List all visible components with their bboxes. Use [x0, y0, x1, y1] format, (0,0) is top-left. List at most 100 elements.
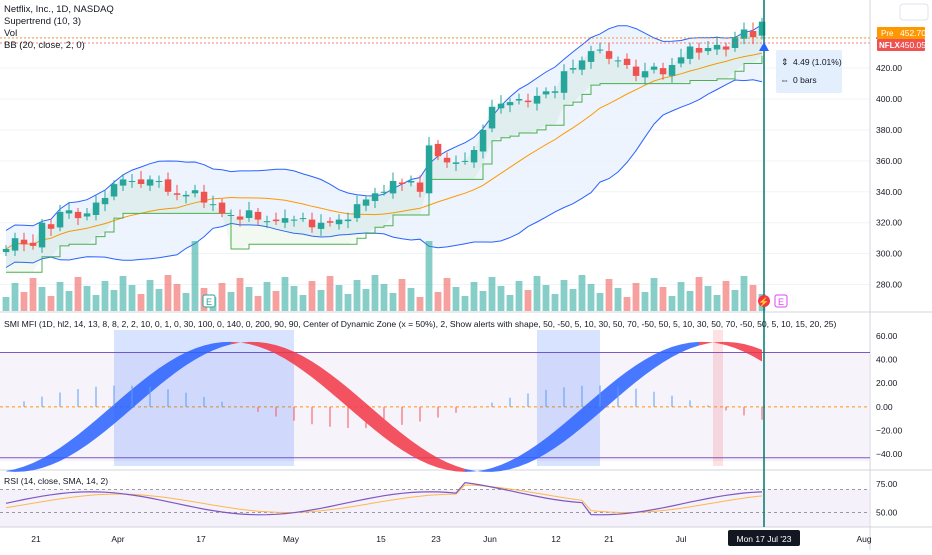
candle-body[interactable]: [578, 60, 586, 70]
candle-body[interactable]: [380, 191, 388, 193]
candle-body[interactable]: [515, 99, 523, 101]
candle-body[interactable]: [20, 239, 28, 245]
earnings-badge-left[interactable]: E: [202, 294, 216, 308]
candle-body[interactable]: [353, 204, 361, 219]
indicator-bollinger[interactable]: BB (20, close, 2, 0): [4, 40, 85, 51]
candle-body[interactable]: [128, 181, 136, 182]
dividend-lightning-icon[interactable]: ⚡: [758, 295, 770, 308]
candle-body[interactable]: [38, 222, 46, 248]
candle-body[interactable]: [182, 194, 190, 197]
candle-body[interactable]: [623, 58, 631, 65]
candle-body[interactable]: [272, 219, 280, 222]
candle-body[interactable]: [677, 57, 685, 64]
candle-body[interactable]: [119, 179, 127, 186]
candle-body[interactable]: [668, 65, 676, 76]
candle-body[interactable]: [317, 222, 325, 229]
candle-body[interactable]: [506, 102, 514, 106]
candle-body[interactable]: [254, 211, 262, 220]
candle-body[interactable]: [695, 48, 703, 53]
price-legend[interactable]: Netflix, Inc., 1D, NASDAQ Supertrend (10…: [4, 4, 114, 51]
candle-body[interactable]: [434, 143, 442, 157]
candle-body[interactable]: [587, 51, 595, 62]
indicator-supertrend[interactable]: Supertrend (10, 3): [4, 16, 81, 27]
time-axis[interactable]: 21 Apr 17 May 15 23 Jun 12 21 Jul Aug: [31, 534, 872, 544]
candle-body[interactable]: [479, 129, 487, 152]
candle-body[interactable]: [155, 181, 163, 182]
price-axis[interactable]: 440.00420.00400.00380.00360.00340.00320.…: [876, 32, 902, 289]
candle-body[interactable]: [308, 219, 316, 228]
candle-body[interactable]: [101, 198, 109, 205]
candle-body[interactable]: [722, 46, 730, 50]
candle-body[interactable]: [659, 68, 667, 75]
candle-body[interactable]: [605, 51, 613, 59]
candle-body[interactable]: [74, 211, 82, 219]
candle-body[interactable]: [560, 71, 568, 93]
candle-body[interactable]: [416, 182, 424, 192]
candle-body[interactable]: [110, 184, 118, 197]
candle-body[interactable]: [236, 216, 244, 220]
candle-body[interactable]: [641, 71, 649, 78]
candle-body[interactable]: [218, 202, 226, 214]
candle-body[interactable]: [398, 182, 406, 185]
candle-body[interactable]: [443, 157, 451, 163]
candle-body[interactable]: [713, 44, 721, 50]
candle-body[interactable]: [299, 218, 307, 220]
measure-tooltip[interactable]: ⇕ 4.49 (1.01%) ⇔ 0 bars: [776, 50, 842, 93]
candle-body[interactable]: [488, 106, 496, 129]
earnings-badge-right[interactable]: E: [774, 294, 788, 308]
candle-body[interactable]: [389, 181, 397, 194]
axis-settings-button[interactable]: [899, 3, 929, 21]
candle-body[interactable]: [596, 49, 604, 51]
candle-body[interactable]: [524, 100, 532, 103]
candle-body[interactable]: [263, 221, 271, 223]
rsi-legend[interactable]: RSI (14, close, SMA, 14, 2): [4, 476, 108, 486]
candle-body[interactable]: [209, 204, 217, 206]
candle-body[interactable]: [542, 91, 550, 95]
candle-body[interactable]: [425, 145, 433, 194]
candle-body[interactable]: [758, 21, 766, 36]
candle-body[interactable]: [731, 37, 739, 48]
rsi-axis[interactable]: 75.00 50.00: [876, 479, 898, 518]
candle-body[interactable]: [335, 219, 343, 225]
candle-body[interactable]: [569, 68, 577, 70]
candle-body[interactable]: [137, 179, 145, 184]
candle-body[interactable]: [164, 179, 172, 192]
candle-body[interactable]: [200, 191, 208, 203]
candle-body[interactable]: [704, 48, 712, 52]
candle-body[interactable]: [191, 190, 199, 194]
candle-body[interactable]: [461, 160, 469, 162]
candle-body[interactable]: [227, 215, 235, 216]
candle-body[interactable]: [173, 193, 181, 195]
candle-body[interactable]: [29, 242, 37, 246]
candle-body[interactable]: [740, 29, 748, 39]
candle-body[interactable]: [56, 211, 64, 228]
candle-body[interactable]: [245, 210, 253, 218]
candlesticks[interactable]: [2, 17, 766, 256]
candle-body[interactable]: [83, 213, 91, 217]
candle-body[interactable]: [281, 218, 289, 223]
candle-body[interactable]: [749, 31, 757, 38]
candle-body[interactable]: [362, 199, 370, 206]
candle-body[interactable]: [614, 60, 622, 62]
candle-body[interactable]: [146, 179, 154, 186]
candle-body[interactable]: [407, 181, 415, 183]
candle-body[interactable]: [65, 210, 73, 214]
mfi-axis[interactable]: 60.00 40.00 20.00 0.00 −20.00 −40.00: [876, 331, 903, 459]
candle-body[interactable]: [551, 91, 559, 93]
candle-body[interactable]: [92, 202, 100, 215]
candle-body[interactable]: [2, 249, 10, 253]
candle-body[interactable]: [11, 238, 19, 251]
indicator-volume[interactable]: Vol: [4, 28, 17, 39]
candle-body[interactable]: [371, 193, 379, 201]
candle-body[interactable]: [533, 95, 541, 104]
candle-body[interactable]: [650, 66, 658, 70]
candle-body[interactable]: [290, 219, 298, 221]
candle-body[interactable]: [686, 46, 694, 59]
mfi-legend[interactable]: SMI MFI (1D, hl2, 14, 13, 8, 8, 2, 2, 10…: [4, 319, 837, 329]
candle-body[interactable]: [470, 150, 478, 163]
candle-body[interactable]: [344, 219, 352, 222]
candle-body[interactable]: [47, 224, 55, 229]
candle-body[interactable]: [632, 66, 640, 76]
candle-body[interactable]: [452, 162, 460, 164]
